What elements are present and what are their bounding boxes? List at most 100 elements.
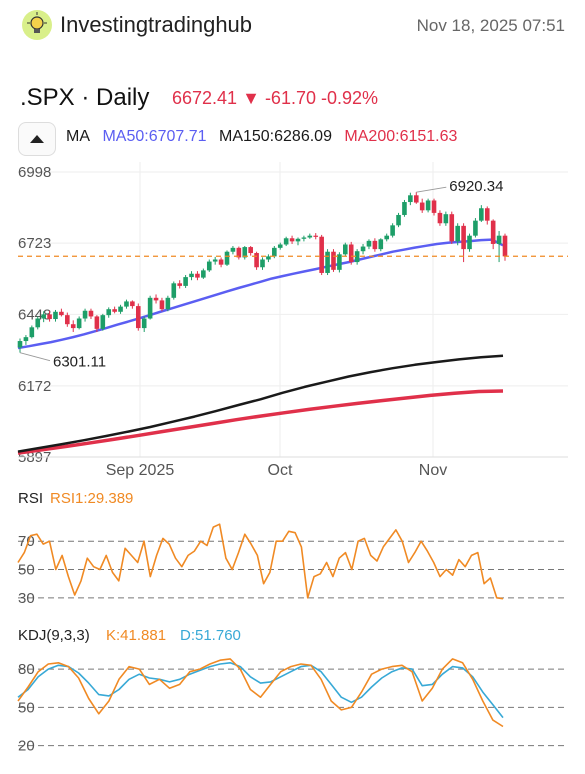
candle (153, 294, 159, 304)
candle-body (360, 246, 366, 252)
candle-body (230, 247, 236, 252)
candle (76, 316, 82, 330)
candle (331, 249, 336, 272)
brand-logo-icon (22, 10, 52, 40)
candle (65, 312, 70, 327)
down-arrow-icon: ▼ (242, 88, 260, 108)
candle-body (313, 235, 319, 237)
candle-body (372, 240, 378, 250)
candle-body (236, 247, 242, 258)
candle (236, 246, 242, 260)
candle-body (431, 200, 437, 213)
candle-body (242, 247, 248, 258)
candle (124, 299, 129, 309)
candle-body (396, 214, 401, 226)
candle (343, 242, 348, 257)
ma50-value: MA50:6707.71 (102, 128, 207, 145)
rsi-line (17, 523, 504, 600)
candle (277, 242, 283, 250)
candle (201, 268, 206, 279)
candle-body (118, 306, 123, 312)
candle (218, 257, 224, 268)
candle-body (437, 212, 443, 224)
ma-legend: MA MA50:6707.71 MA150:6286.09 MA200:6151… (66, 128, 465, 146)
ma-label: MA (66, 128, 90, 145)
high-annotation: 6920.34 (449, 178, 503, 195)
candle (17, 338, 23, 353)
candle (419, 198, 425, 213)
candle (94, 315, 100, 332)
symbol-title[interactable]: .SPX · Daily (20, 84, 150, 111)
candle-body (112, 309, 117, 312)
candle-body (189, 273, 194, 278)
candle (183, 275, 188, 288)
price-change: -61.70 (264, 88, 316, 108)
candle (141, 316, 147, 332)
candle-body (455, 225, 460, 242)
candle (53, 309, 58, 322)
candle (313, 233, 319, 240)
candle (165, 295, 171, 312)
candle-body (319, 236, 324, 273)
candle-body (348, 244, 354, 263)
oscillator-tick-label: 30 (18, 590, 35, 607)
candle (449, 211, 455, 244)
candle (413, 192, 419, 204)
candle (130, 300, 135, 309)
candle (289, 235, 295, 244)
candle-body (419, 202, 425, 211)
candle (159, 297, 165, 312)
candle (23, 335, 29, 345)
candle (147, 295, 153, 320)
ma-collapse-button[interactable] (18, 122, 56, 156)
candle-body (413, 195, 419, 203)
price-quote: 6672.41 ▼ -61.70 -0.92% (172, 88, 378, 109)
candle (496, 231, 502, 263)
candle-body (443, 214, 449, 224)
candle-body (260, 259, 265, 268)
candle (337, 252, 342, 273)
candle-body (35, 318, 41, 328)
candle (59, 308, 64, 317)
candle (301, 235, 307, 242)
ma150-value: MA150:6286.09 (218, 128, 332, 145)
candle-body (76, 318, 82, 329)
triangle-up-icon (30, 135, 44, 143)
candle (242, 246, 248, 260)
candle (467, 233, 472, 252)
candle-body (41, 314, 46, 319)
candle-body (277, 244, 283, 248)
candle-body (29, 327, 35, 338)
candle (112, 306, 117, 314)
y-tick-label: 6172 (18, 378, 51, 395)
candle (473, 218, 478, 238)
candle-body (130, 301, 135, 307)
candle (254, 251, 259, 270)
candle-body (100, 315, 106, 329)
candle (88, 308, 94, 320)
candle-body (218, 259, 224, 265)
candle (425, 198, 431, 213)
ma50-line (17, 238, 504, 350)
candle-body (88, 310, 94, 317)
candle (484, 206, 490, 225)
candle-body (449, 214, 455, 242)
candle (248, 246, 253, 256)
low-annotation: 6301.11 (53, 354, 106, 371)
candle-body (337, 254, 342, 270)
candle (384, 233, 390, 242)
candle (195, 271, 200, 281)
candle-body (325, 251, 330, 273)
candle-body (65, 315, 70, 325)
candle-body (484, 208, 490, 221)
candle (461, 223, 466, 263)
timestamp: Nov 18, 2025 07:51 (416, 16, 565, 35)
candle-body (124, 301, 129, 307)
candle (266, 254, 271, 263)
kdj-k-line (17, 658, 504, 728)
candle (378, 238, 384, 252)
candle-body (343, 244, 348, 255)
candle (189, 271, 194, 281)
candle (490, 219, 496, 250)
